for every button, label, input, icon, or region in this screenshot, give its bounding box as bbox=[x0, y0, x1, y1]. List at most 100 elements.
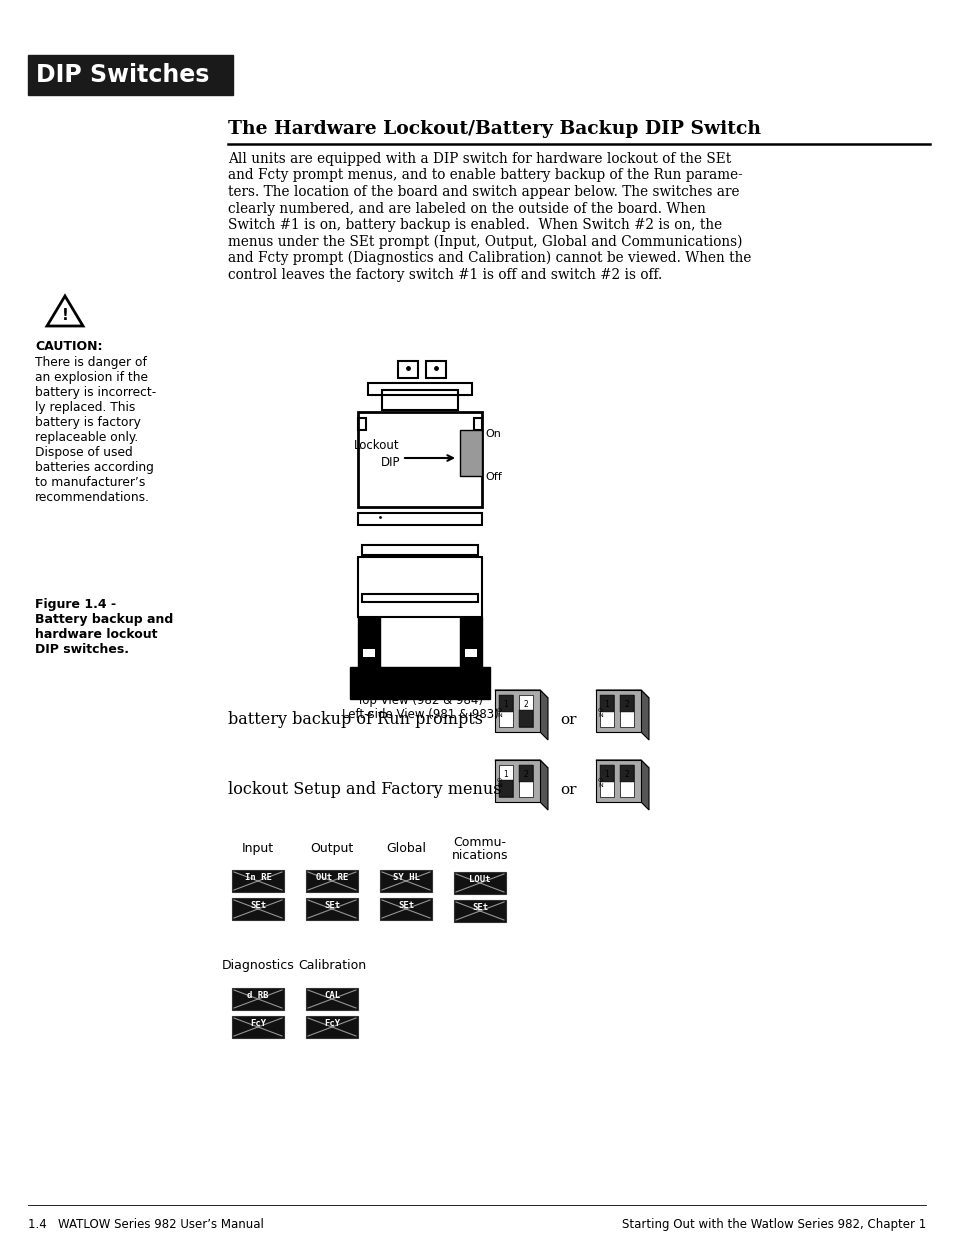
Text: ly replaced. This: ly replaced. This bbox=[35, 401, 135, 414]
Text: In RE: In RE bbox=[244, 873, 272, 882]
Bar bbox=[498, 781, 513, 797]
Text: Top View (982 & 984): Top View (982 & 984) bbox=[356, 694, 482, 706]
Text: or: or bbox=[559, 783, 576, 797]
Bar bbox=[599, 695, 614, 713]
Bar bbox=[232, 869, 284, 892]
Bar bbox=[357, 417, 366, 430]
Polygon shape bbox=[596, 690, 648, 698]
Polygon shape bbox=[539, 760, 547, 810]
Text: an explosion if the: an explosion if the bbox=[35, 370, 148, 384]
Text: Output: Output bbox=[310, 842, 354, 855]
Bar bbox=[495, 760, 539, 802]
Bar bbox=[498, 695, 513, 727]
Text: DIP Switches: DIP Switches bbox=[36, 63, 209, 86]
Bar bbox=[518, 764, 533, 797]
Text: Switch #1 is on, battery backup is enabled.  When Switch #2 is on, the: Switch #1 is on, battery backup is enabl… bbox=[228, 219, 721, 232]
Text: Lockout
DIP: Lockout DIP bbox=[354, 440, 399, 469]
Polygon shape bbox=[640, 690, 648, 740]
Text: CAUTION:: CAUTION: bbox=[35, 340, 102, 353]
Bar bbox=[232, 1016, 284, 1037]
Text: clearly numbered, and are labeled on the outside of the board. When: clearly numbered, and are labeled on the… bbox=[228, 201, 705, 215]
Text: SEt: SEt bbox=[324, 902, 339, 910]
Text: and Fcty prompt menus, and to enable battery backup of the Run parame-: and Fcty prompt menus, and to enable bat… bbox=[228, 168, 742, 183]
Bar bbox=[518, 695, 533, 727]
Text: 1: 1 bbox=[503, 700, 508, 709]
Bar bbox=[464, 650, 476, 657]
Bar bbox=[498, 764, 513, 797]
Text: 1: 1 bbox=[604, 769, 609, 779]
Bar bbox=[350, 667, 490, 699]
Bar bbox=[495, 690, 539, 732]
Polygon shape bbox=[495, 760, 547, 768]
Text: Starting Out with the Watlow Series 982, Chapter 1: Starting Out with the Watlow Series 982,… bbox=[621, 1218, 925, 1231]
Text: Global: Global bbox=[386, 842, 426, 855]
Text: Control  Chassis: Control Chassis bbox=[366, 680, 473, 693]
Text: menus under the SEt prompt (Input, Output, Global and Communications): menus under the SEt prompt (Input, Outpu… bbox=[228, 235, 741, 249]
Text: hardware lockout: hardware lockout bbox=[35, 629, 157, 641]
Text: ters. The location of the board and switch appear below. The switches are: ters. The location of the board and swit… bbox=[228, 185, 739, 199]
Bar bbox=[596, 760, 640, 802]
Bar bbox=[232, 898, 284, 920]
Text: The Hardware Lockout/Battery Backup DIP Switch: The Hardware Lockout/Battery Backup DIP … bbox=[228, 120, 760, 138]
Text: SEt: SEt bbox=[397, 902, 414, 910]
Bar bbox=[619, 695, 634, 727]
Text: Calibration: Calibration bbox=[297, 960, 366, 972]
Text: Commu-: Commu- bbox=[453, 836, 506, 848]
Text: There is danger of: There is danger of bbox=[35, 356, 147, 369]
Text: and Fcty prompt (Diagnostics and Calibration) cannot be viewed. When the: and Fcty prompt (Diagnostics and Calibra… bbox=[228, 251, 751, 266]
Bar bbox=[599, 764, 614, 782]
Text: to manufacturer’s: to manufacturer’s bbox=[35, 475, 145, 489]
Bar bbox=[454, 900, 505, 923]
Text: 2: 2 bbox=[624, 700, 629, 709]
Text: nications: nications bbox=[452, 848, 508, 862]
Text: 2: 2 bbox=[523, 700, 528, 709]
Bar bbox=[518, 710, 533, 727]
Text: Battery backup and: Battery backup and bbox=[35, 613, 173, 626]
Text: battery is factory: battery is factory bbox=[35, 416, 141, 429]
Text: Figure 1.4 -: Figure 1.4 - bbox=[35, 598, 116, 611]
Bar bbox=[397, 361, 417, 378]
Text: O
N: O N bbox=[497, 708, 501, 718]
Bar bbox=[306, 869, 357, 892]
Text: FcY: FcY bbox=[324, 1019, 339, 1029]
Bar bbox=[363, 650, 375, 657]
Bar bbox=[379, 869, 432, 892]
Text: FcY: FcY bbox=[250, 1019, 266, 1029]
Bar bbox=[357, 513, 481, 525]
Bar bbox=[357, 618, 379, 667]
Bar bbox=[474, 417, 481, 430]
Text: lockout Setup and Factory menus: lockout Setup and Factory menus bbox=[228, 782, 501, 799]
Bar bbox=[619, 764, 634, 797]
Text: SEt: SEt bbox=[472, 903, 488, 913]
Polygon shape bbox=[596, 760, 648, 768]
Text: or: or bbox=[559, 713, 576, 727]
Text: batteries according: batteries according bbox=[35, 461, 153, 474]
Bar bbox=[361, 594, 477, 601]
Text: O
N: O N bbox=[598, 708, 602, 718]
Text: 1.4   WATLOW Series 982 User’s Manual: 1.4 WATLOW Series 982 User’s Manual bbox=[28, 1218, 264, 1231]
Text: O
N: O N bbox=[497, 778, 501, 788]
Text: SY HL: SY HL bbox=[392, 873, 419, 882]
Text: 1: 1 bbox=[503, 769, 508, 779]
Bar bbox=[459, 430, 481, 475]
Text: battery is incorrect-: battery is incorrect- bbox=[35, 387, 156, 399]
Text: O
N: O N bbox=[598, 778, 602, 788]
Text: !: ! bbox=[62, 309, 69, 324]
Bar bbox=[454, 872, 505, 894]
Text: Diagnostics: Diagnostics bbox=[221, 960, 294, 972]
Bar bbox=[368, 383, 472, 395]
Bar bbox=[498, 695, 513, 713]
Bar bbox=[306, 898, 357, 920]
Bar bbox=[28, 56, 233, 95]
Polygon shape bbox=[640, 760, 648, 810]
Text: replaceable only.: replaceable only. bbox=[35, 431, 138, 445]
Text: Dispose of used: Dispose of used bbox=[35, 446, 132, 459]
Text: All units are equipped with a DIP switch for hardware lockout of the SEt: All units are equipped with a DIP switch… bbox=[228, 152, 731, 165]
Bar bbox=[361, 545, 477, 555]
Text: control leaves the factory switch #1 is off and switch #2 is off.: control leaves the factory switch #1 is … bbox=[228, 268, 661, 282]
Bar bbox=[459, 618, 481, 667]
Text: 1: 1 bbox=[604, 700, 609, 709]
Text: 2: 2 bbox=[523, 769, 528, 779]
Text: OUt RE: OUt RE bbox=[315, 873, 348, 882]
Text: battery backup of Run prompts: battery backup of Run prompts bbox=[228, 711, 482, 729]
